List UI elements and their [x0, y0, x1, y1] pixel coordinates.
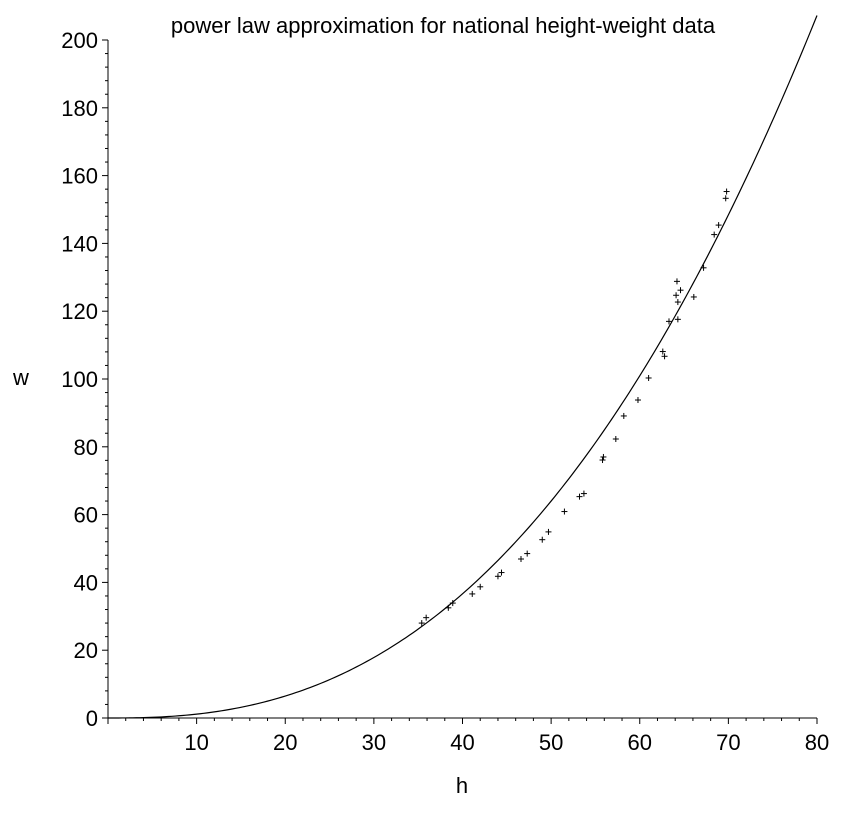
fit-curve-layer: [108, 15, 818, 719]
x-tick-label: 10: [184, 730, 208, 755]
fit-curve: [108, 15, 818, 719]
data-point: [418, 620, 425, 627]
x-tick-label: 80: [805, 730, 829, 755]
y-tick-label: 120: [61, 299, 98, 324]
data-point: [612, 436, 619, 443]
y-tick-label: 180: [61, 96, 98, 121]
data-points-layer: [418, 188, 730, 627]
x-tick-label: 60: [628, 730, 652, 755]
data-point: [561, 508, 568, 515]
data-point: [723, 188, 730, 195]
data-point: [659, 348, 666, 355]
y-tick-label: 60: [74, 503, 98, 528]
x-tick-label: 70: [716, 730, 740, 755]
data-point: [599, 457, 606, 464]
data-point: [673, 292, 680, 299]
y-tick-label: 20: [74, 638, 98, 663]
x-axis-label: h: [456, 773, 468, 798]
x-tick-label: 50: [539, 730, 563, 755]
chart-title: power law approximation for national hei…: [171, 13, 716, 38]
data-point: [645, 374, 652, 381]
x-tick-label: 30: [362, 730, 386, 755]
data-point: [498, 569, 505, 576]
data-point: [445, 604, 452, 611]
data-point: [722, 195, 729, 202]
data-point: [469, 590, 476, 597]
y-tick-label: 140: [61, 231, 98, 256]
data-point: [715, 222, 722, 229]
data-point: [700, 264, 707, 271]
data-point: [677, 287, 684, 294]
y-tick-label: 100: [61, 367, 98, 392]
data-point: [673, 278, 680, 285]
y-tick-label: 80: [74, 435, 98, 460]
data-point: [423, 614, 430, 621]
data-point: [674, 316, 681, 323]
data-point: [634, 397, 641, 404]
data-point: [494, 573, 501, 580]
y-tick-label: 0: [86, 706, 98, 731]
y-axis-label: w: [12, 365, 29, 390]
data-point: [517, 556, 524, 563]
data-point: [524, 550, 531, 557]
y-tick-label: 40: [74, 570, 98, 595]
data-point: [545, 528, 552, 535]
x-tick-label: 20: [273, 730, 297, 755]
data-point: [620, 412, 627, 419]
data-point: [674, 299, 681, 306]
data-point: [665, 318, 672, 325]
data-point: [661, 353, 668, 360]
data-point: [539, 536, 546, 543]
data-point: [690, 293, 697, 300]
data-point: [600, 453, 607, 460]
data-point: [449, 600, 456, 607]
data-point: [576, 493, 583, 500]
data-point: [477, 583, 484, 590]
axes: 0 20 40 60 80 100 120 140 160 180 200 10 20 30 40 50 60 7…: [61, 28, 829, 755]
x-tick-label: 40: [450, 730, 474, 755]
data-point: [580, 490, 587, 497]
y-tick-label: 160: [61, 164, 98, 189]
data-point: [711, 231, 718, 238]
y-tick-label: 200: [61, 28, 98, 53]
